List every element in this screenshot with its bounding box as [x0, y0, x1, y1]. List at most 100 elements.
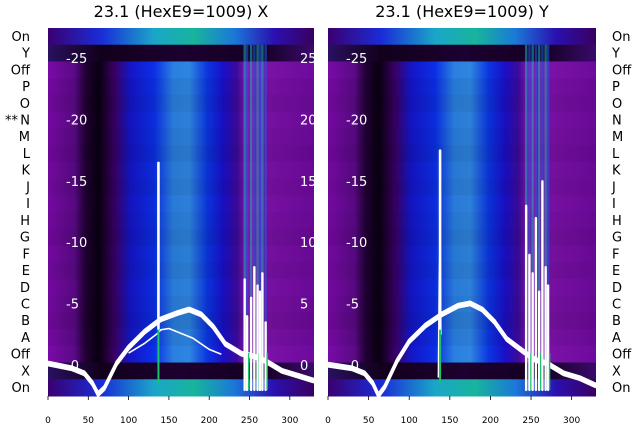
- x-tick-label: 200: [482, 416, 499, 426]
- overlay-y-tick-right: 10: [300, 236, 317, 251]
- row-label: I: [612, 197, 616, 212]
- streak: [528, 44, 531, 380]
- row-label: H: [612, 214, 622, 229]
- row-label: E: [22, 264, 30, 279]
- heatmap-row-shade: [48, 178, 314, 196]
- heatmap-row-shade: [328, 329, 596, 347]
- row-label: K: [21, 164, 30, 179]
- row-label: X: [21, 364, 30, 379]
- heatmap-row: [328, 44, 596, 62]
- row-label: M: [19, 130, 30, 145]
- heatmap-row-shade: [48, 329, 314, 347]
- overlay-lines: [327, 149, 597, 399]
- heatmap-row-shade: [48, 94, 314, 113]
- x-tick-label: 150: [160, 416, 177, 426]
- overlay-y-tick: -20: [66, 114, 87, 129]
- heatmap-row: [48, 44, 314, 62]
- heatmap-row-shade: [328, 78, 596, 96]
- streak-band: [243, 44, 267, 380]
- overlay-y-tick: -25: [346, 52, 367, 67]
- x-tick-label: 50: [363, 416, 375, 426]
- heatmap-panel-2: 23.1 (HexE9=1009) YOnYOffPONMLKJIHGFEDCB…: [325, 2, 632, 426]
- row-label: O: [20, 97, 30, 112]
- row-label: F: [23, 247, 30, 262]
- row-label: A: [612, 331, 621, 346]
- row-label: Off: [11, 63, 31, 78]
- overlay-lines: [47, 161, 315, 398]
- heatmap-row: [48, 345, 314, 364]
- heatmap-row-shade: [328, 94, 596, 113]
- row-label: L: [612, 147, 620, 162]
- heatmap-row: [48, 28, 314, 46]
- row-label: Off: [612, 63, 632, 78]
- heatmap-row: [328, 379, 596, 397]
- row-label: On: [612, 381, 630, 396]
- heatmap-row: [328, 61, 596, 79]
- heatmap-panel-1: 23.1 (HexE9=1009) XOnYOffPON**MLKJIHGFED…: [5, 2, 317, 426]
- overlay-y-tick-right: 20: [300, 114, 317, 129]
- heatmap-row-shade: [48, 228, 314, 246]
- x-tick-label: 250: [241, 416, 258, 426]
- row-label: Y: [611, 47, 620, 62]
- streak: [253, 44, 256, 380]
- heatmap-row-shade: [328, 278, 596, 297]
- streak: [544, 44, 547, 380]
- heatmap-row-shade: [48, 212, 314, 230]
- overlay-y-tick-right: 0: [300, 359, 308, 374]
- x-tick-label: 0: [45, 416, 51, 426]
- heatmap-row-shade: [48, 245, 314, 263]
- row-label: B: [612, 314, 621, 329]
- heatmap-row: [48, 379, 314, 397]
- row-label: J: [611, 180, 616, 195]
- row-label: I: [26, 197, 30, 212]
- heatmap-cells: [328, 28, 596, 397]
- x-tick-label: 100: [401, 416, 418, 426]
- row-label: F: [612, 247, 619, 262]
- row-label: M: [612, 130, 623, 145]
- heatmap-row: [48, 61, 314, 79]
- heatmap-row-shade: [48, 78, 314, 96]
- x-tick-label: 300: [563, 416, 580, 426]
- x-tick-label: 50: [83, 416, 95, 426]
- overlay-y-tick: -25: [66, 52, 87, 67]
- streak: [537, 44, 541, 380]
- x-tick-label: 150: [441, 416, 458, 426]
- streak: [261, 44, 264, 380]
- x-tick-label: 200: [201, 416, 218, 426]
- heatmap-row-shade: [48, 278, 314, 297]
- heatmap-row-shade: [328, 195, 596, 213]
- streak: [249, 44, 253, 380]
- streak: [245, 44, 249, 380]
- overlay-y-tick: -15: [66, 175, 87, 190]
- streak: [534, 44, 538, 380]
- row-label: A: [21, 331, 30, 346]
- heatmap-row-shade: [328, 145, 596, 163]
- row-label: B: [21, 314, 30, 329]
- row-label: P: [612, 80, 620, 95]
- row-marker: **: [5, 114, 19, 129]
- overlay-y-tick-right: 15: [300, 175, 317, 190]
- row-label: O: [612, 97, 622, 112]
- heatmap-row-shade: [48, 111, 314, 129]
- row-label: Y: [21, 47, 30, 62]
- row-label: E: [612, 264, 620, 279]
- row-label: J: [25, 180, 30, 195]
- row-label: N: [612, 114, 622, 129]
- heatmap-row: [328, 28, 596, 46]
- panel-title: 23.1 (HexE9=1009) X: [94, 2, 269, 21]
- row-label: On: [12, 30, 30, 45]
- heatmap-row-shade: [48, 161, 314, 180]
- row-label: N: [20, 114, 30, 129]
- overlay-y-tick-right: 5: [300, 298, 308, 313]
- x-tick-label: 300: [281, 416, 298, 426]
- heatmap-row-shade: [48, 312, 314, 330]
- row-label: D: [20, 281, 30, 296]
- heatmap-row-shade: [328, 111, 596, 129]
- row-label: D: [612, 281, 622, 296]
- heatmap-row-shade: [328, 161, 596, 180]
- row-label: Off: [11, 348, 31, 363]
- streak: [264, 44, 267, 380]
- heatmap-row: [328, 345, 596, 364]
